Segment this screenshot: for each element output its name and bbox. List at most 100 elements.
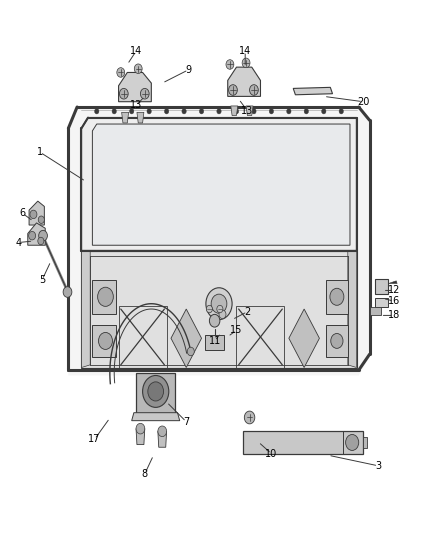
Circle shape <box>143 375 169 407</box>
Circle shape <box>244 411 255 424</box>
Circle shape <box>321 109 326 114</box>
Circle shape <box>331 334 343 349</box>
Bar <box>237 306 285 368</box>
Text: 13: 13 <box>130 100 142 110</box>
Polygon shape <box>231 106 238 116</box>
Text: 14: 14 <box>239 46 251 56</box>
Circle shape <box>112 109 117 114</box>
Text: 15: 15 <box>230 325 243 335</box>
Circle shape <box>164 109 169 114</box>
Polygon shape <box>81 251 357 368</box>
Bar <box>326 280 348 314</box>
Polygon shape <box>81 118 357 251</box>
Text: 11: 11 <box>208 336 221 346</box>
Circle shape <box>28 231 35 240</box>
Circle shape <box>226 60 234 69</box>
Bar <box>375 279 389 294</box>
Circle shape <box>269 109 274 114</box>
Text: 5: 5 <box>39 275 45 285</box>
Circle shape <box>147 109 151 114</box>
Circle shape <box>120 88 128 99</box>
Polygon shape <box>29 201 44 225</box>
Circle shape <box>187 347 194 356</box>
Polygon shape <box>370 308 381 316</box>
Circle shape <box>250 85 258 95</box>
Polygon shape <box>92 124 350 245</box>
Circle shape <box>38 237 44 245</box>
Polygon shape <box>81 251 90 368</box>
Circle shape <box>304 109 308 114</box>
Circle shape <box>38 216 44 223</box>
Circle shape <box>98 287 113 306</box>
Circle shape <box>117 68 125 77</box>
Text: 2: 2 <box>244 306 251 317</box>
Circle shape <box>158 426 166 437</box>
Polygon shape <box>363 437 367 448</box>
Polygon shape <box>389 281 397 284</box>
Circle shape <box>141 88 149 99</box>
Text: 16: 16 <box>388 296 400 306</box>
Polygon shape <box>171 309 201 368</box>
Circle shape <box>136 423 145 434</box>
Text: 17: 17 <box>88 434 101 445</box>
Text: 1: 1 <box>37 147 43 157</box>
Polygon shape <box>136 429 145 445</box>
Polygon shape <box>122 112 129 123</box>
Text: 18: 18 <box>388 310 400 320</box>
Bar <box>205 335 224 350</box>
Circle shape <box>63 287 72 297</box>
Bar <box>375 298 389 308</box>
Text: 8: 8 <box>142 469 148 479</box>
Text: 7: 7 <box>183 417 189 427</box>
Circle shape <box>252 109 256 114</box>
Text: 6: 6 <box>19 208 25 219</box>
Bar <box>326 325 348 357</box>
Circle shape <box>206 305 212 313</box>
Circle shape <box>209 314 220 327</box>
Bar <box>119 306 166 368</box>
Circle shape <box>182 109 186 114</box>
Text: 12: 12 <box>388 286 400 295</box>
Polygon shape <box>348 251 357 368</box>
Circle shape <box>199 109 204 114</box>
Polygon shape <box>28 223 45 245</box>
Polygon shape <box>228 67 261 96</box>
Circle shape <box>206 288 232 320</box>
Polygon shape <box>136 373 175 415</box>
Circle shape <box>211 294 227 313</box>
Text: 14: 14 <box>130 46 142 56</box>
Circle shape <box>217 109 221 114</box>
Circle shape <box>339 109 343 114</box>
Circle shape <box>130 109 134 114</box>
Circle shape <box>219 310 226 319</box>
Text: 10: 10 <box>265 449 278 458</box>
Circle shape <box>39 230 47 241</box>
Polygon shape <box>132 413 180 421</box>
Polygon shape <box>243 431 363 454</box>
Circle shape <box>99 333 113 350</box>
Bar <box>92 325 117 357</box>
Circle shape <box>30 210 37 219</box>
Polygon shape <box>137 112 144 123</box>
Circle shape <box>134 64 142 74</box>
Circle shape <box>234 109 239 114</box>
Text: 20: 20 <box>357 96 369 107</box>
Circle shape <box>287 109 291 114</box>
Polygon shape <box>68 107 370 375</box>
Bar <box>92 280 117 314</box>
Polygon shape <box>289 309 319 368</box>
Circle shape <box>217 305 223 313</box>
Text: 13: 13 <box>241 106 254 116</box>
Polygon shape <box>293 87 332 95</box>
Circle shape <box>148 382 163 401</box>
Polygon shape <box>158 431 166 447</box>
Circle shape <box>330 288 344 305</box>
Text: 9: 9 <box>185 65 191 75</box>
Polygon shape <box>246 106 253 116</box>
Polygon shape <box>119 72 151 102</box>
Circle shape <box>242 58 250 68</box>
Circle shape <box>346 434 359 450</box>
Text: 4: 4 <box>15 238 21 247</box>
Circle shape <box>95 109 99 114</box>
Circle shape <box>229 85 237 95</box>
